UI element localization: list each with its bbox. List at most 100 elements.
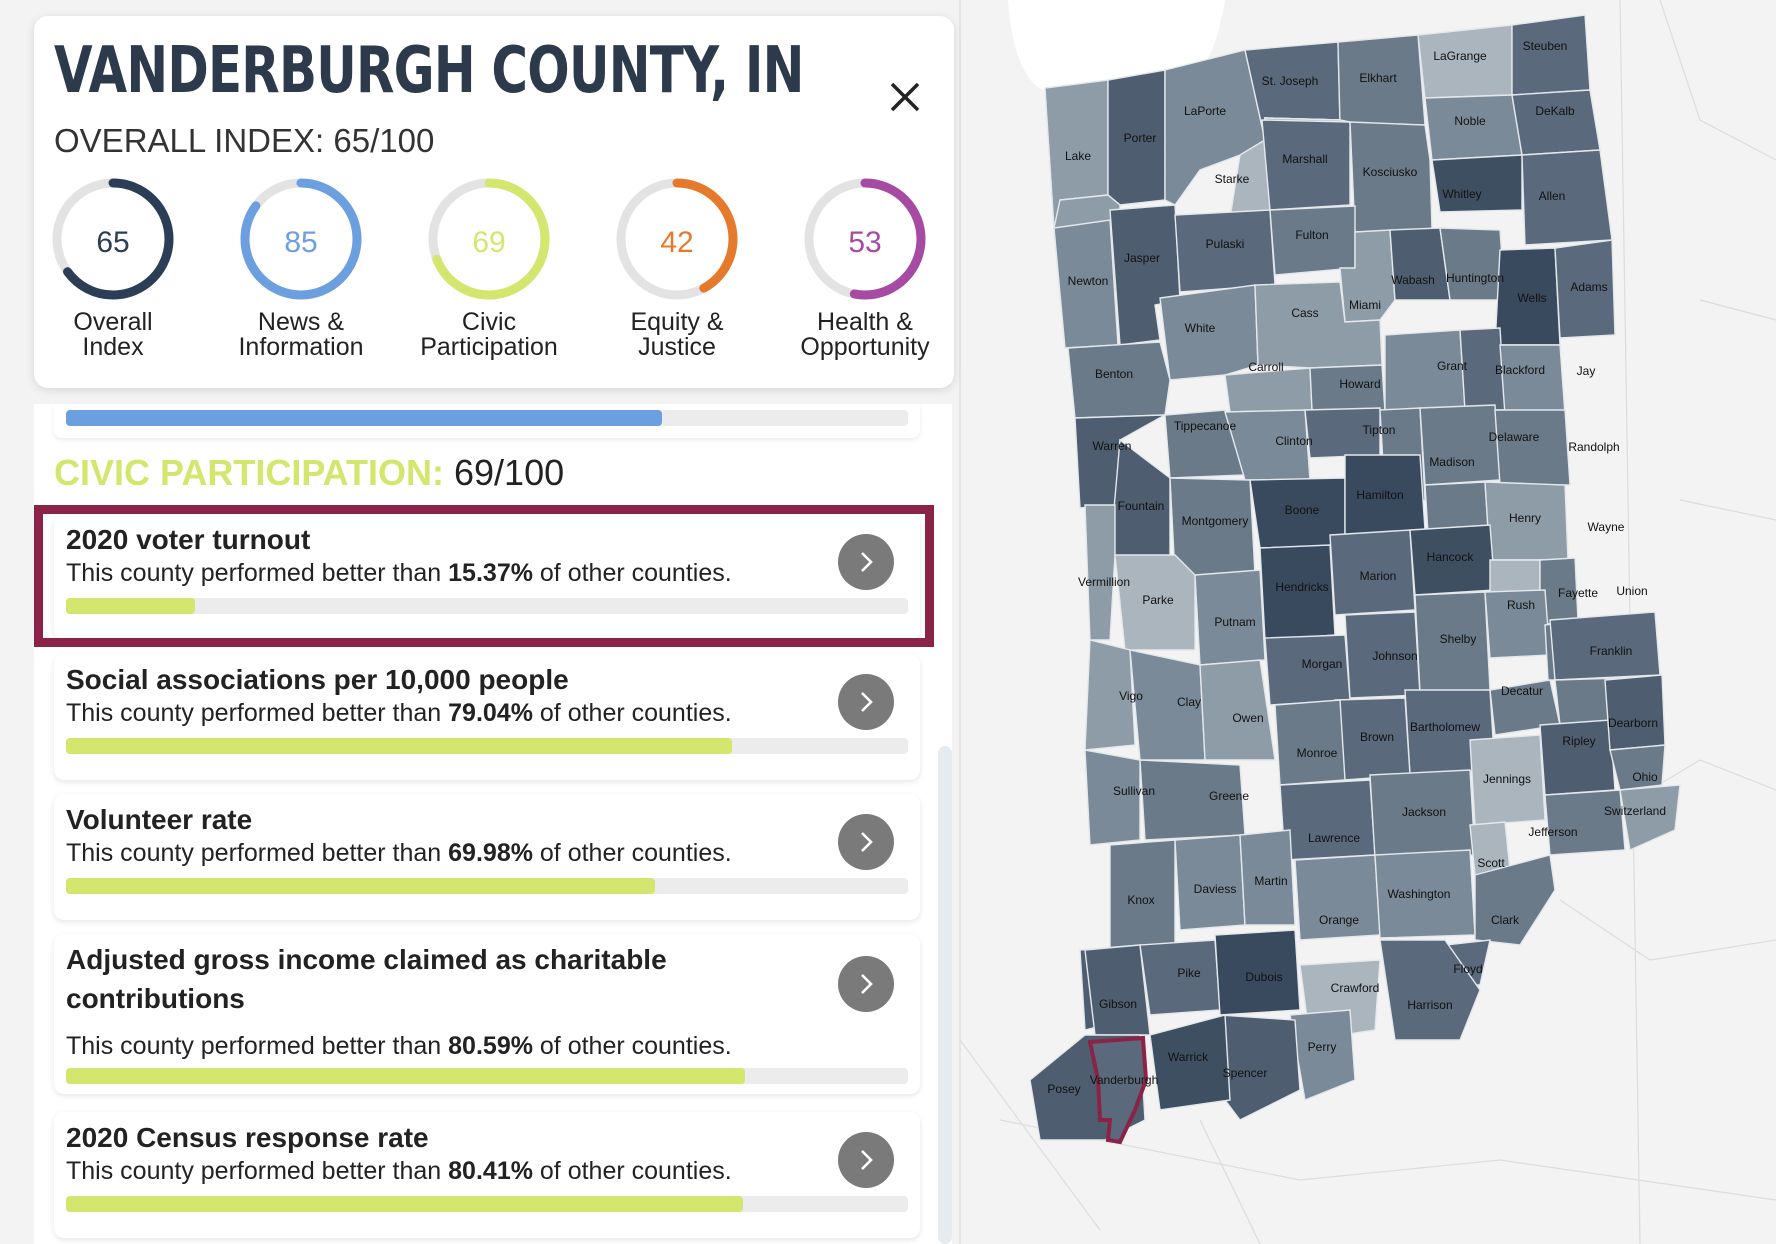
metric-percent: 79.04% xyxy=(448,699,533,727)
metric-progress-track xyxy=(66,738,908,754)
county-vigo[interactable] xyxy=(1084,639,1136,751)
county-jay[interactable] xyxy=(1499,344,1566,416)
gauge-ring xyxy=(428,178,550,300)
county-putnam[interactable] xyxy=(1194,569,1266,666)
county-label: LaGrange xyxy=(1433,49,1487,63)
county-clark[interactable] xyxy=(1474,854,1556,946)
county-marion[interactable] xyxy=(1329,529,1416,616)
county-pulaski[interactable] xyxy=(1174,209,1276,293)
county-parke[interactable] xyxy=(1114,554,1196,651)
gauge-ring xyxy=(804,178,926,300)
county-label: Wabash xyxy=(1391,273,1435,287)
county-label: Fayette xyxy=(1558,586,1598,600)
county-label: Washington xyxy=(1388,887,1451,901)
overall-index-text: OVERALL INDEX: 65/100 xyxy=(54,122,435,159)
county-dekalb[interactable] xyxy=(1511,89,1601,156)
county-gibson[interactable] xyxy=(1084,944,1151,1036)
county-label: Morgan xyxy=(1302,657,1343,671)
county-label: Tipton xyxy=(1363,423,1396,437)
metric-percent: 80.59% xyxy=(448,1032,533,1060)
county-whitley[interactable] xyxy=(1431,154,1523,213)
county-label: Adams xyxy=(1570,280,1607,294)
county-ohio[interactable] xyxy=(1609,744,1666,791)
county-perry[interactable] xyxy=(1289,1009,1356,1101)
county-label: Starke xyxy=(1215,172,1250,186)
county-jennings[interactable] xyxy=(1469,734,1546,826)
metric-item[interactable]: 2020 Census response rate This county per… xyxy=(54,1112,920,1238)
county-label: Wells xyxy=(1517,291,1546,305)
county-harrison[interactable] xyxy=(1379,939,1481,1041)
county-delaware[interactable] xyxy=(1419,404,1501,486)
county-lawrence[interactable] xyxy=(1279,779,1376,861)
county-label: Shelby xyxy=(1440,632,1477,646)
county-label: Hancock xyxy=(1427,550,1475,564)
metric-details-button[interactable] xyxy=(838,814,894,870)
metric-progress-track xyxy=(66,878,908,894)
gauge-ring xyxy=(616,178,738,300)
county-vanderburgh[interactable] xyxy=(1087,1035,1149,1145)
county-label: Steuben xyxy=(1523,39,1568,53)
county-label: Martin xyxy=(1254,874,1287,888)
county-label: Brown xyxy=(1360,730,1394,744)
metric-title: Social associations per 10,000 people xyxy=(66,664,569,695)
county-owen[interactable] xyxy=(1199,659,1276,761)
metric-description: This county performed better than 69.98%… xyxy=(66,839,732,867)
county-vermillion[interactable] xyxy=(1084,504,1116,641)
metric-title: 2020 voter turnout xyxy=(66,524,311,555)
county-label: Ohio xyxy=(1632,770,1658,784)
metric-item[interactable]: Volunteer rate This county performed bett… xyxy=(54,794,920,920)
county-label: Benton xyxy=(1095,367,1133,381)
metric-progress-track xyxy=(66,598,908,614)
metric-progress-fill xyxy=(66,878,656,894)
metric-item[interactable]: Adjusted gross income claimed as charita… xyxy=(54,934,920,1094)
metric-details-button[interactable] xyxy=(838,1132,894,1188)
county-allen[interactable] xyxy=(1521,149,1613,246)
county-warrick[interactable] xyxy=(1149,1014,1231,1111)
metric-item[interactable]: Social associations per 10,000 people Thi… xyxy=(54,654,920,780)
county-marshall[interactable] xyxy=(1261,119,1351,211)
county-label: Daviess xyxy=(1194,882,1237,896)
county-label: Lawrence xyxy=(1308,831,1360,845)
metric-details-button[interactable] xyxy=(838,674,894,730)
county-label: Clinton xyxy=(1275,434,1312,448)
county-porter[interactable] xyxy=(1107,69,1166,206)
county-dubois[interactable] xyxy=(1214,929,1301,1016)
county-label: Wayne xyxy=(1588,520,1625,534)
metric-progress-track xyxy=(66,1068,908,1084)
county-label: Blackford xyxy=(1495,363,1545,377)
metric-details-button[interactable] xyxy=(838,534,894,590)
gauge-label: Health & Opportunity xyxy=(800,308,930,361)
county-huntington[interactable] xyxy=(1439,227,1506,301)
county-label: Sullivan xyxy=(1113,784,1155,798)
metric-list-panel[interactable]: CIVIC PARTICIPATION: 69/100 2020 voter t… xyxy=(34,404,952,1244)
county-dearborn[interactable] xyxy=(1604,674,1666,751)
county-label: Clay xyxy=(1177,695,1201,709)
metric-details-button[interactable] xyxy=(838,956,894,1012)
county-steuben[interactable] xyxy=(1511,14,1591,96)
county-label: Owen xyxy=(1232,711,1263,725)
county-martin[interactable] xyxy=(1239,829,1296,926)
county-label: Spencer xyxy=(1223,1066,1268,1080)
county-monroe[interactable] xyxy=(1274,699,1346,786)
metric-item[interactable]: 2020 voter turnout This county performed … xyxy=(54,514,920,640)
county-label: Noble xyxy=(1454,114,1486,128)
county-benton[interactable] xyxy=(1067,341,1171,419)
county-switzerland[interactable] xyxy=(1619,784,1681,852)
county-randolph[interactable] xyxy=(1494,409,1571,486)
county-cass[interactable] xyxy=(1254,281,1383,369)
close-button[interactable] xyxy=(880,72,930,122)
county-label: Dearborn xyxy=(1608,716,1658,730)
county-jefferson[interactable] xyxy=(1544,789,1626,856)
county-white[interactable] xyxy=(1159,284,1259,381)
county-orange[interactable] xyxy=(1294,854,1381,941)
county-adams[interactable] xyxy=(1554,239,1616,339)
county-ripley[interactable] xyxy=(1539,719,1616,796)
county-label: Clark xyxy=(1491,913,1520,927)
county-sullivan[interactable] xyxy=(1084,749,1141,846)
close-icon xyxy=(890,82,920,112)
county-carroll[interactable] xyxy=(1224,367,1313,413)
scrollbar[interactable] xyxy=(938,746,952,1244)
gauge-value: 42 xyxy=(660,226,694,259)
gauge-label: News & Information xyxy=(238,308,364,361)
county-label: Hamilton xyxy=(1356,488,1403,502)
